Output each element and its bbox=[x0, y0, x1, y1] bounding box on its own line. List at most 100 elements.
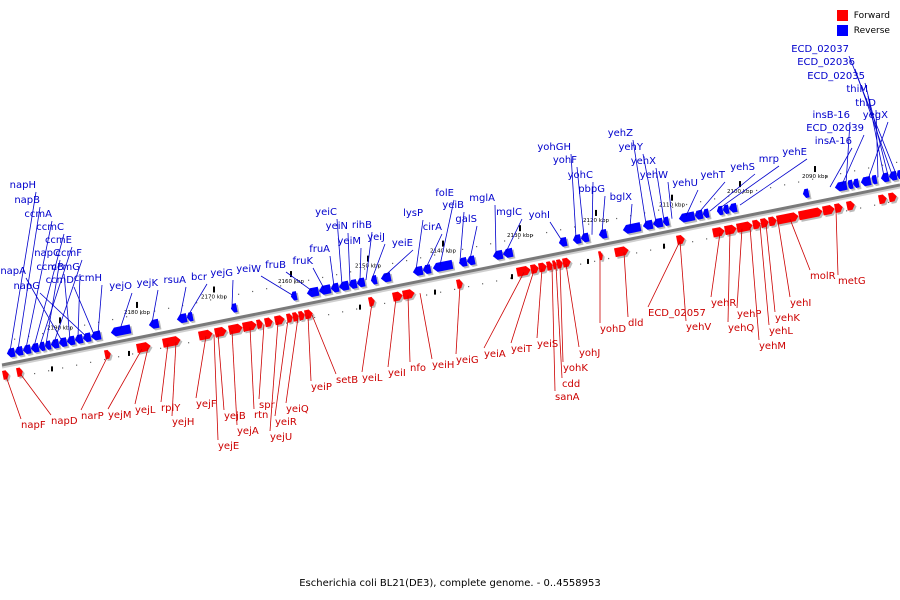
gene-arrow bbox=[802, 188, 810, 198]
minor-tick-dot bbox=[546, 231, 548, 234]
gene-yejm bbox=[136, 342, 153, 355]
leader-line bbox=[576, 166, 585, 237]
major-tick-mark bbox=[511, 274, 513, 280]
leader-line bbox=[269, 321, 279, 432]
gene-label-fruk: fruK bbox=[292, 256, 313, 267]
minor-tick-dot bbox=[188, 342, 190, 344]
gene-arrow bbox=[722, 204, 730, 215]
gene-arrow bbox=[274, 315, 285, 326]
gene-yeja bbox=[264, 317, 275, 329]
minor-tick-dot bbox=[76, 364, 78, 366]
tick-label: 2190 kbp bbox=[47, 325, 73, 331]
gene-arrow bbox=[724, 224, 737, 236]
gene-label-yehq: yehQ bbox=[728, 323, 754, 334]
gene-arrow bbox=[736, 221, 753, 233]
leader-line bbox=[9, 191, 37, 352]
gene-setb bbox=[392, 291, 405, 304]
gene-arrow bbox=[6, 347, 16, 358]
gene-label-mglc: mglC bbox=[496, 207, 522, 218]
gene-yeie bbox=[422, 264, 434, 276]
gene-napf bbox=[2, 370, 11, 382]
gene-label-yejo: yejO bbox=[109, 281, 132, 292]
leader-line bbox=[415, 219, 424, 271]
gene-ecd-02039 bbox=[852, 178, 862, 190]
gene-arrow bbox=[198, 329, 213, 341]
gene-label-yeia: yeiA bbox=[484, 349, 506, 360]
leader-line bbox=[274, 319, 289, 417]
gene-label-yehp: yehP bbox=[737, 309, 761, 320]
gene-arrow bbox=[880, 172, 890, 183]
leader-line bbox=[387, 297, 397, 368]
leader-line bbox=[371, 243, 386, 279]
leader-line bbox=[5, 376, 22, 420]
gene-label-yejl: yejL bbox=[135, 405, 156, 416]
gene-arrow bbox=[368, 296, 375, 307]
leader-line bbox=[829, 147, 853, 188]
gene-yejk bbox=[176, 313, 190, 325]
minor-tick-dot bbox=[140, 313, 142, 315]
minor-tick-dot bbox=[160, 347, 162, 349]
leader-line bbox=[642, 153, 657, 222]
minor-tick-dot bbox=[314, 316, 316, 319]
gene-arrow bbox=[864, 176, 872, 186]
leader-line bbox=[710, 233, 721, 298]
minor-tick-dot bbox=[350, 271, 352, 273]
gene-label-yeis: yeiS bbox=[537, 339, 558, 350]
gene-arrow bbox=[264, 317, 273, 328]
minor-tick-dot bbox=[714, 198, 716, 200]
leader-line bbox=[39, 246, 73, 346]
minor-tick-dot bbox=[854, 170, 856, 172]
gene-arrow bbox=[538, 262, 547, 273]
minor-tick-dot bbox=[490, 243, 492, 245]
leader-line bbox=[39, 292, 87, 337]
leader-line bbox=[17, 206, 41, 350]
leader-line bbox=[841, 134, 865, 185]
gene-naph bbox=[6, 347, 18, 360]
leader-line bbox=[848, 55, 897, 174]
gene-label-ccmf: ccmF bbox=[56, 248, 83, 259]
minor-tick-dot bbox=[686, 203, 688, 206]
gene-label-yeit: yeiT bbox=[511, 344, 533, 355]
gene-arrow bbox=[256, 319, 263, 329]
gene-label-yehr: yehR bbox=[711, 298, 736, 309]
minor-tick-dot bbox=[468, 285, 470, 288]
minor-tick-dot bbox=[118, 356, 120, 358]
leader-line bbox=[407, 295, 411, 363]
gene-label-yejm: yejM bbox=[108, 410, 131, 421]
gene-arrow bbox=[412, 265, 424, 276]
minor-tick-dot bbox=[210, 299, 212, 301]
minor-tick-dot bbox=[384, 302, 386, 305]
gene-yehv bbox=[752, 219, 763, 232]
gene-ecd-02037 bbox=[864, 176, 874, 188]
gene-label-ccmh: ccmH bbox=[74, 273, 102, 284]
gene-yehi bbox=[846, 200, 857, 213]
gene-rihb bbox=[380, 272, 394, 284]
gene-yehs bbox=[728, 202, 740, 215]
minor-tick-dot bbox=[196, 302, 198, 304]
leader-line bbox=[697, 181, 726, 214]
minor-tick-dot bbox=[406, 260, 408, 262]
gene-arrow bbox=[66, 335, 76, 346]
gene-arrow bbox=[556, 259, 563, 269]
leader-line bbox=[749, 227, 760, 341]
leader-line bbox=[629, 203, 633, 228]
leader-line bbox=[63, 273, 71, 340]
gene-label-yein: yeiN bbox=[326, 221, 348, 232]
gene-arrow bbox=[598, 251, 603, 261]
minor-tick-dot bbox=[132, 353, 134, 355]
minor-tick-dot bbox=[224, 296, 226, 298]
major-tick-mark bbox=[814, 166, 816, 173]
gene-arrow bbox=[822, 205, 835, 216]
major-tick-mark bbox=[587, 258, 589, 264]
minor-tick-dot bbox=[560, 229, 562, 231]
leader-line bbox=[312, 267, 325, 289]
minor-tick-dot bbox=[454, 288, 456, 290]
major-tick-mark bbox=[595, 209, 597, 216]
gene-label-napf: napF bbox=[21, 420, 46, 431]
gene-label-yohc: yohC bbox=[568, 170, 593, 181]
gene-arrow bbox=[380, 272, 392, 283]
leader-line bbox=[727, 231, 731, 323]
gene-label-lysp: lysP bbox=[403, 208, 423, 219]
major-tick-mark bbox=[59, 317, 61, 324]
gene-arrow bbox=[614, 246, 629, 258]
